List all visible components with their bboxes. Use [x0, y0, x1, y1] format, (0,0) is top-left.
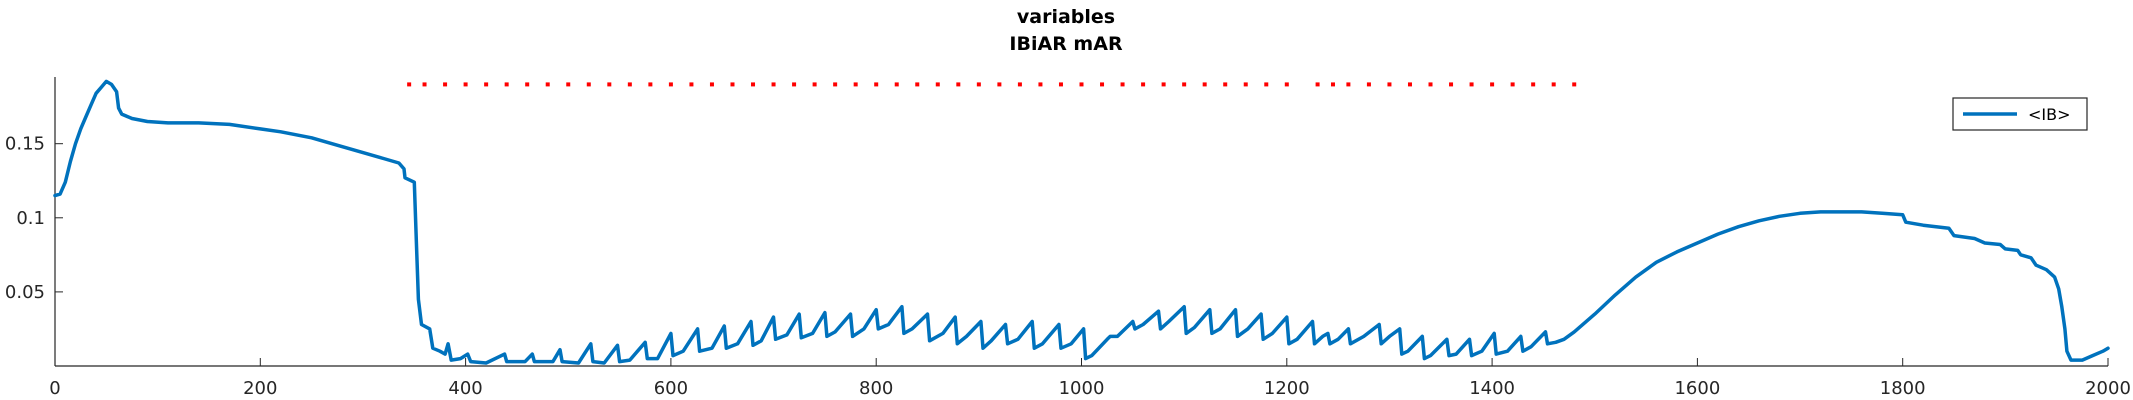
x-tick-label: 1600: [1674, 378, 1720, 399]
marker-point: [1223, 82, 1228, 87]
marker-point: [407, 82, 412, 87]
title-line-1: variables: [1017, 6, 1115, 28]
marker-point: [422, 82, 427, 87]
marker-point: [1058, 82, 1063, 87]
chart-title: variables IBiAR mAR: [1009, 6, 1123, 55]
marker-point: [1161, 82, 1166, 87]
marker-point: [1120, 82, 1125, 87]
marker-point: [1551, 82, 1556, 87]
marker-point: [915, 82, 920, 87]
marker-point: [1346, 82, 1351, 87]
marker-point: [771, 82, 776, 87]
marker-point: [894, 82, 899, 87]
marker-point: [1243, 82, 1248, 87]
x-tick-label: 600: [654, 378, 688, 399]
marker-point: [730, 82, 735, 87]
marker-point: [463, 82, 468, 87]
x-tick-label: 0: [49, 378, 60, 399]
marker-point: [1017, 82, 1022, 87]
marker-point: [1469, 82, 1474, 87]
x-tick-label: 200: [243, 378, 277, 399]
marker-point: [668, 82, 673, 87]
marker-point: [1141, 82, 1146, 87]
legend-label: <IB>: [2028, 105, 2071, 124]
marker-point: [586, 82, 591, 87]
x-tick-label: 400: [448, 378, 482, 399]
marker-point: [1428, 82, 1433, 87]
marker-point: [689, 82, 694, 87]
marker-point: [792, 82, 797, 87]
axes: [54, 77, 2108, 367]
y-tick-label: 0.1: [16, 208, 45, 229]
marker-point: [709, 82, 714, 87]
marker-point: [1490, 82, 1495, 87]
marker-point: [1264, 82, 1269, 87]
marker-point: [504, 82, 509, 87]
marker-point: [1449, 82, 1454, 87]
marker-point: [976, 82, 981, 87]
marker-point: [1079, 82, 1084, 87]
x-tick-label: 1000: [1059, 378, 1105, 399]
marker-point: [648, 82, 653, 87]
marker-point: [997, 82, 1002, 87]
marker-series: [407, 82, 1577, 87]
x-tick-label: 800: [859, 378, 893, 399]
marker-point: [607, 82, 612, 87]
marker-point: [1315, 82, 1320, 87]
marker-point: [545, 82, 550, 87]
marker-point: [566, 82, 571, 87]
marker-point: [1366, 82, 1371, 87]
x-tick-label: 1800: [1880, 378, 1926, 399]
marker-point: [833, 82, 838, 87]
marker-point: [751, 82, 756, 87]
marker-point: [1330, 82, 1335, 87]
y-tick-label: 0.15: [5, 134, 45, 155]
marker-point: [1387, 82, 1392, 87]
marker-point: [1038, 82, 1043, 87]
x-tick-label: 2000: [2085, 378, 2131, 399]
marker-point: [1202, 82, 1207, 87]
series-line: [53, 79, 2110, 365]
marker-point: [935, 82, 940, 87]
marker-point: [1531, 82, 1536, 87]
legend: <IB>: [1952, 97, 2088, 131]
y-tick-label: 0.05: [5, 282, 45, 303]
marker-point: [443, 82, 448, 87]
series-group: [53, 79, 2110, 365]
title-line-2: IBiAR mAR: [1009, 33, 1123, 55]
x-tick-label: 1400: [1469, 378, 1515, 399]
marker-point: [956, 82, 961, 87]
x-axis-ticks: 0 200 400 600 800 1000 1200 1400 1600 1800 2000: [49, 358, 2131, 399]
x-tick-label: 1200: [1264, 378, 1310, 399]
marker-point: [1407, 82, 1412, 87]
marker-point: [1100, 82, 1105, 87]
marker-point: [484, 82, 489, 87]
marker-point: [1284, 82, 1289, 87]
marker-point: [1572, 82, 1577, 87]
marker-point: [1510, 82, 1515, 87]
marker-point: [627, 82, 632, 87]
marker-point: [874, 82, 879, 87]
marker-point: [525, 82, 530, 87]
marker-point: [853, 82, 858, 87]
y-axis-ticks: 0.05 0.1 0.15: [5, 134, 63, 303]
marker-point: [812, 82, 817, 87]
marker-point: [1182, 82, 1187, 87]
